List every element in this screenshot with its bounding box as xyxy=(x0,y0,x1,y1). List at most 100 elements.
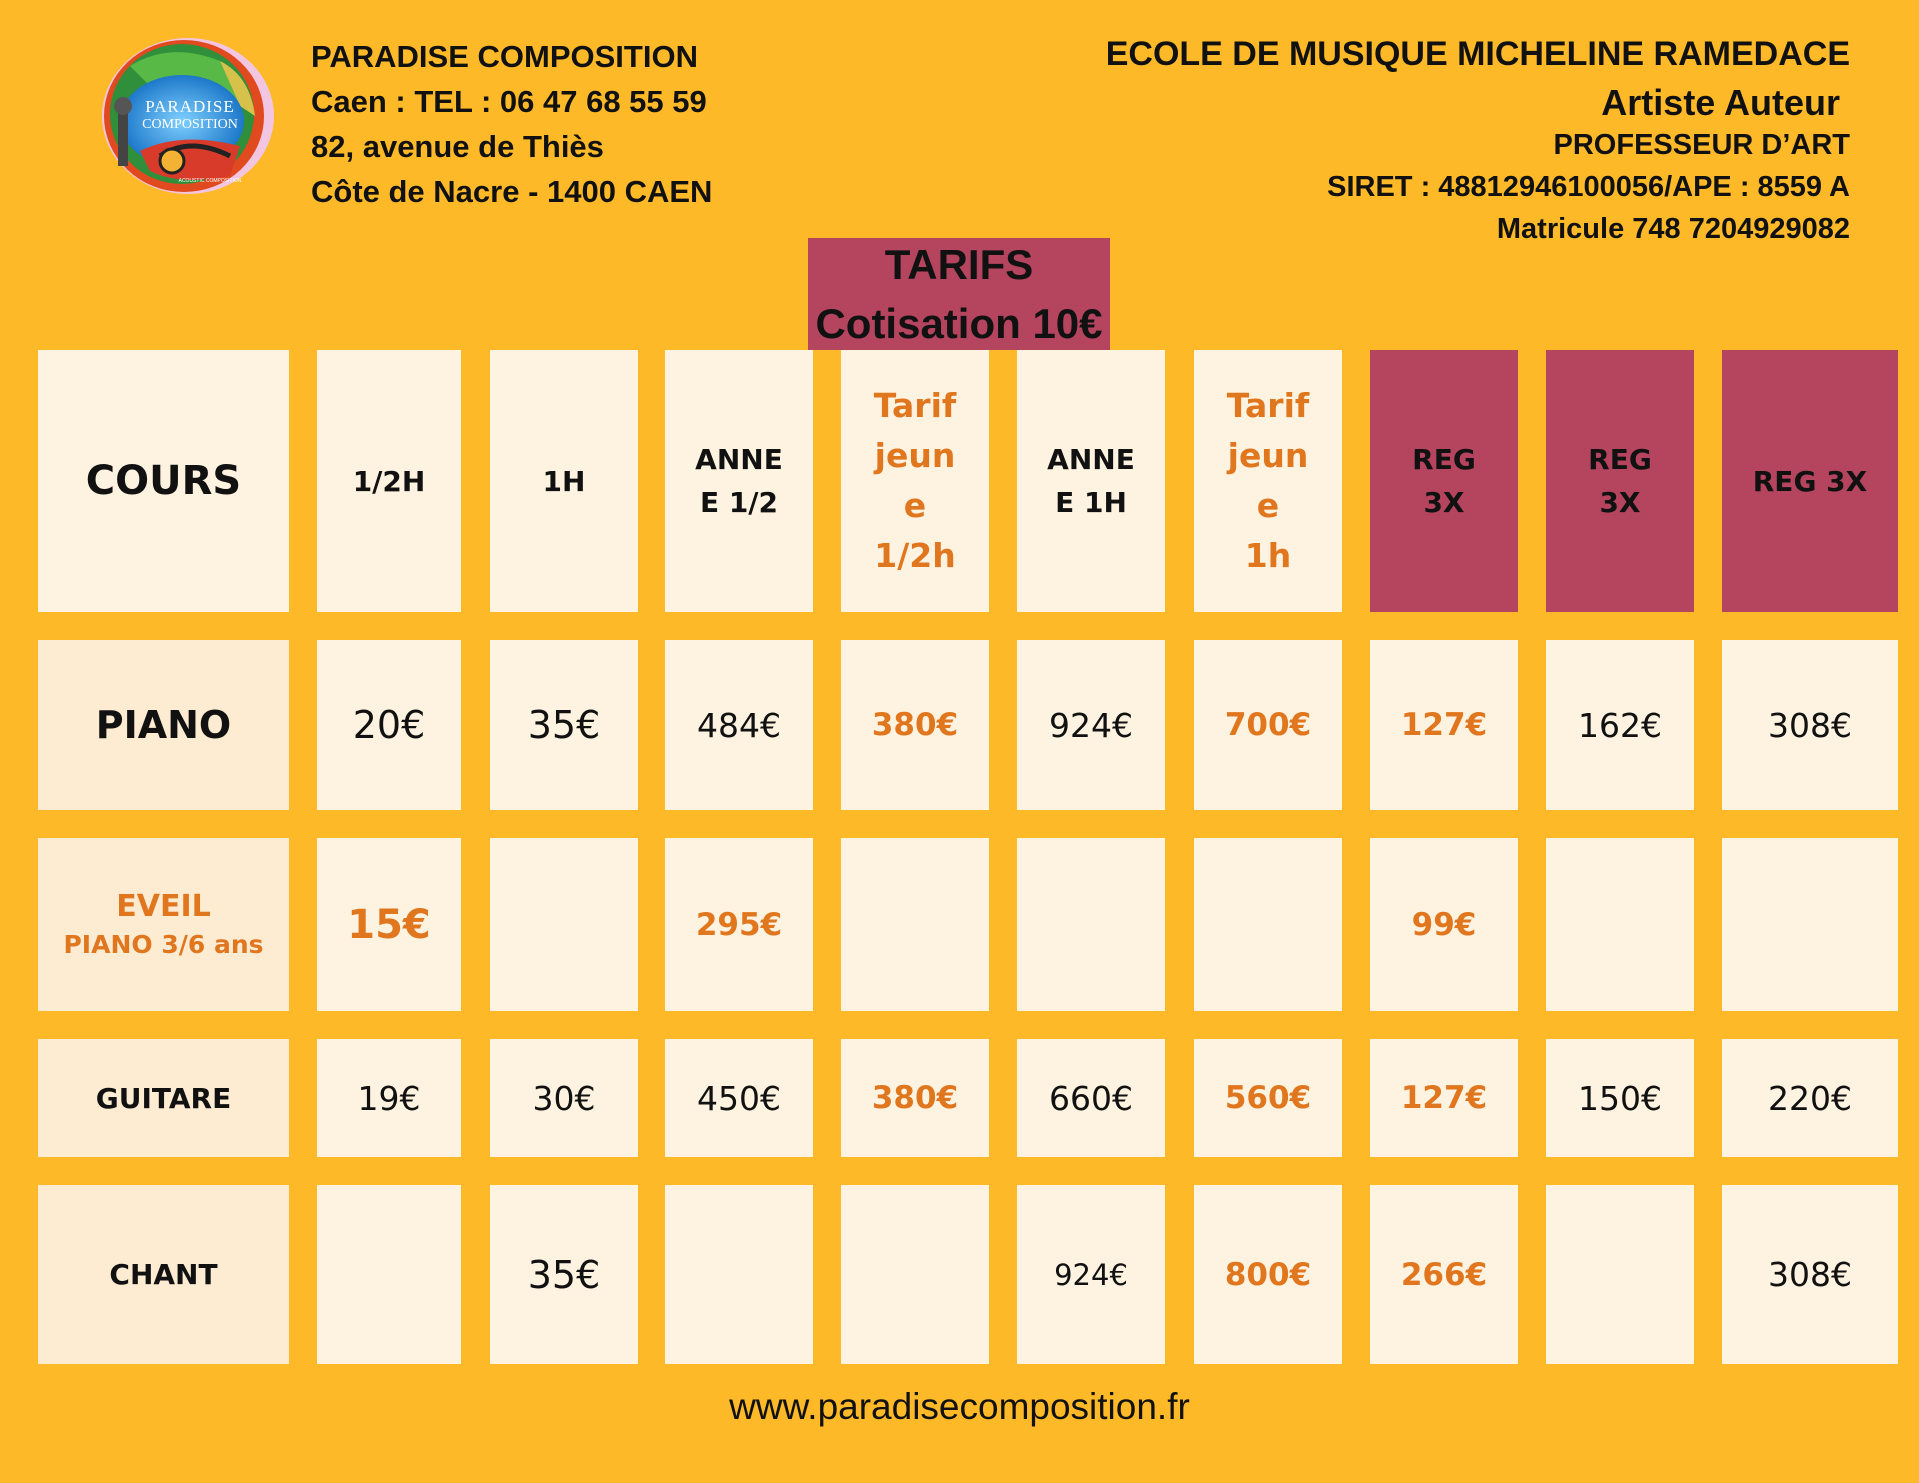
price-value: 380€ xyxy=(871,707,959,743)
price-value: 308€ xyxy=(1768,1255,1852,1294)
header-label: REG 3X xyxy=(1752,464,1868,498)
company-city: Côte de Nacre - 1400 CAEN xyxy=(311,174,713,209)
price-cell xyxy=(490,838,638,1011)
price-cell: 99€ xyxy=(1370,838,1518,1011)
price-value: 308€ xyxy=(1768,705,1852,745)
price-cell xyxy=(1546,838,1694,1011)
header-line: jeun xyxy=(1227,436,1309,475)
price-cell: 19€ xyxy=(317,1039,461,1157)
header-line: Tarif xyxy=(1226,386,1310,425)
school-matricule: Matricule 748 7204929082 xyxy=(1496,213,1850,245)
price-cell: 308€ xyxy=(1722,640,1898,810)
price-cell xyxy=(1546,1185,1694,1364)
price-value: 800€ xyxy=(1224,1256,1312,1293)
tarifs-title: TARIFS xyxy=(884,241,1034,288)
price-value: 19€ xyxy=(357,1078,421,1118)
tarifs-subtitle: Cotisation 10€ xyxy=(815,300,1103,347)
header-line: ANNE xyxy=(695,443,783,476)
row-label: CHANT xyxy=(109,1258,218,1291)
header-line: e xyxy=(903,486,927,525)
price-value: 30€ xyxy=(532,1078,596,1118)
row-label: PIANO xyxy=(95,703,232,747)
logo-text-tagline: ACOUSTIC COMPOSITION xyxy=(178,178,242,184)
price-cell xyxy=(841,1185,989,1364)
website-link[interactable]: www.paradisecomposition.fr xyxy=(729,1386,1190,1427)
header-cell-content: ANNE E 1/2 xyxy=(695,438,783,524)
header-cell: REG 3X xyxy=(1722,350,1898,612)
header-cell-content: REG 3X xyxy=(1753,460,1868,503)
price-cell: 266€ xyxy=(1370,1185,1518,1364)
logo-text-main: PARADISE xyxy=(145,97,235,116)
price-value: 20€ xyxy=(352,703,426,747)
header-line: REG xyxy=(1412,443,1476,476)
price-value: 150€ xyxy=(1578,1078,1662,1118)
price-value: 450€ xyxy=(697,1078,781,1118)
row-label: EVEIL xyxy=(116,888,211,924)
price-cell xyxy=(1017,838,1165,1011)
header-line: ANNE xyxy=(1047,443,1135,476)
row-label-sub: PIANO 3/6 ans xyxy=(63,929,264,959)
header-line: jeun xyxy=(874,436,956,475)
header-line: 3X xyxy=(1599,486,1641,519)
header-line: Tarif xyxy=(873,386,957,425)
school-siret: SIRET : 48812946100056/APE : 8559 A xyxy=(1327,171,1850,203)
price-cell: 162€ xyxy=(1546,640,1694,810)
header-cell: 1/2H xyxy=(317,350,461,612)
price-cell: 380€ xyxy=(841,1039,989,1157)
price-cell: 484€ xyxy=(665,640,813,810)
school-artist: Artiste Auteur xyxy=(1601,82,1840,123)
price-cell: 924€ xyxy=(1017,1185,1165,1364)
header-cell: Tarif jeun e 1h xyxy=(1194,350,1342,612)
header-cell: REG 3X xyxy=(1546,350,1694,612)
header-cell-content: REG 3X xyxy=(1412,438,1476,524)
logo-text-sub: COMPOSITION xyxy=(142,117,238,132)
price-cell: 127€ xyxy=(1370,640,1518,810)
price-value: 924€ xyxy=(1054,1257,1128,1292)
row-label-cell: PIANO xyxy=(38,640,289,810)
price-cell: 450€ xyxy=(665,1039,813,1157)
header-label: 1H xyxy=(542,464,586,498)
price-cell: 800€ xyxy=(1194,1185,1342,1364)
price-cell: 150€ xyxy=(1546,1039,1694,1157)
header-cell: ANNE E 1/2 xyxy=(665,350,813,612)
row-label-content: PIANO xyxy=(96,703,232,747)
header-label: 1/2H xyxy=(352,464,426,498)
header-cell: Tarif jeun e 1/2h xyxy=(841,350,989,612)
header-cell: ANNE E 1H xyxy=(1017,350,1165,612)
company-name: PARADISE COMPOSITION xyxy=(311,39,698,74)
price-value: 560€ xyxy=(1224,1080,1312,1116)
price-value: 99€ xyxy=(1411,906,1477,943)
price-value: 127€ xyxy=(1400,1080,1488,1116)
price-cell: 20€ xyxy=(317,640,461,810)
row-label-content: CHANT xyxy=(109,1258,217,1291)
header-line: E 1H xyxy=(1055,486,1127,519)
row-label-cell: CHANT xyxy=(38,1185,289,1364)
price-value: 266€ xyxy=(1400,1256,1488,1293)
header-cell-content: REG 3X xyxy=(1588,438,1652,524)
price-cell: 35€ xyxy=(490,640,638,810)
price-value: 162€ xyxy=(1578,705,1662,745)
row-label-cell: EVEIL PIANO 3/6 ans xyxy=(38,838,289,1011)
price-cell xyxy=(317,1185,461,1364)
header-cell-content: 1H xyxy=(543,460,586,503)
price-cell: 560€ xyxy=(1194,1039,1342,1157)
price-value: 127€ xyxy=(1400,707,1488,743)
price-value: 484€ xyxy=(697,705,781,745)
header-line: REG xyxy=(1588,443,1652,476)
header-cell: REG 3X xyxy=(1370,350,1518,612)
price-cell: 295€ xyxy=(665,838,813,1011)
header-cell-content: COURS xyxy=(86,458,241,504)
header-cell-content: ANNE E 1H xyxy=(1047,438,1135,524)
price-cell: 127€ xyxy=(1370,1039,1518,1157)
price-cell: 380€ xyxy=(841,640,989,810)
price-cell: 15€ xyxy=(317,838,461,1011)
header-cell-content: Tarif jeun e 1h xyxy=(1227,381,1309,581)
company-phone: Caen : TEL : 06 47 68 55 59 xyxy=(311,84,707,119)
school-title: PROFESSEUR D’ART xyxy=(1553,129,1850,161)
price-value: 700€ xyxy=(1224,707,1312,743)
header-line: e xyxy=(1256,486,1280,525)
header-label: COURS xyxy=(85,458,242,504)
header-cell: COURS xyxy=(38,350,289,612)
row-label-content: EVEIL PIANO 3/6 ans xyxy=(63,887,263,963)
price-cell xyxy=(1194,838,1342,1011)
